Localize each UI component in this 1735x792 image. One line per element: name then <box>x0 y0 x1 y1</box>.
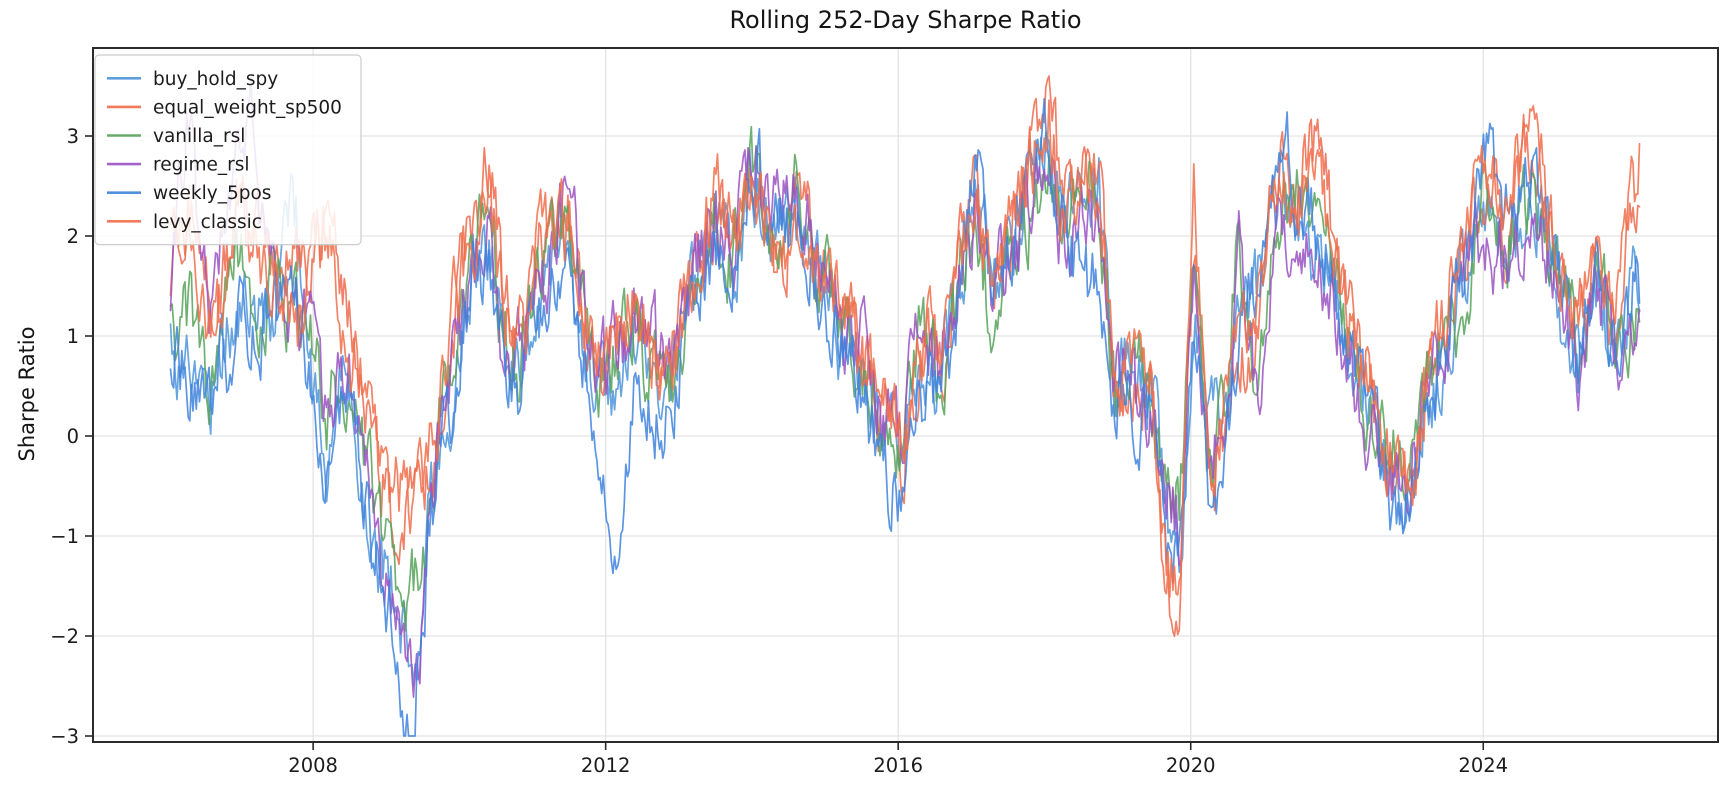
series-line-vanilla_rsl <box>169 125 1641 632</box>
x-tick-label: 2020 <box>1166 754 1216 777</box>
x-tick-label: 2012 <box>581 754 631 777</box>
legend-item-buy_hold_spy: buy_hold_spy <box>107 69 278 90</box>
legend-item-equal_weight_sp500: equal_weight_sp500 <box>107 97 342 118</box>
y-tick-label: 3 <box>67 125 79 148</box>
legend-item-vanilla_rsl: vanilla_rsl <box>107 126 245 147</box>
y-tick-label: 0 <box>67 425 79 448</box>
legend-item-regime_rsl: regime_rsl <box>107 155 250 176</box>
legend-label: buy_hold_spy <box>153 69 278 90</box>
y-tick-label: 2 <box>67 225 79 248</box>
y-tick-label: −2 <box>50 625 79 648</box>
legend-label: weekly_5pos <box>153 183 271 204</box>
legend-label: levy_classic <box>153 212 262 233</box>
legend-label: vanilla_rsl <box>153 126 245 147</box>
axes-frame <box>92 47 1719 743</box>
series-lines <box>169 75 1641 737</box>
y-tick-label: −1 <box>50 525 79 548</box>
axis-ticks: 2008 2012 2016 2020 2024 −3 −2 −1 0 1 2 3 <box>50 125 1508 777</box>
x-tick-label: 2008 <box>288 754 338 777</box>
legend: buy_hold_spy equal_weight_sp500 vanilla_rs… <box>94 54 362 246</box>
legend-box <box>94 54 362 246</box>
legend-item-weekly_5pos: weekly_5pos <box>107 183 271 204</box>
x-tick-label: 2016 <box>873 754 923 777</box>
series-line-levy_classic <box>169 99 1641 599</box>
legend-label: equal_weight_sp500 <box>153 97 342 118</box>
y-tick-label: −3 <box>50 725 79 748</box>
chart-title: Rolling 252-Day Sharpe Ratio <box>729 6 1082 34</box>
series-line-equal_weight_sp500 <box>169 75 1641 638</box>
y-tick-label: 1 <box>67 325 79 348</box>
x-tick-label: 2024 <box>1458 754 1508 777</box>
legend-label: regime_rsl <box>153 155 250 176</box>
series-line-weekly_5pos <box>169 97 1641 737</box>
legend-item-levy_classic: levy_classic <box>107 212 262 233</box>
